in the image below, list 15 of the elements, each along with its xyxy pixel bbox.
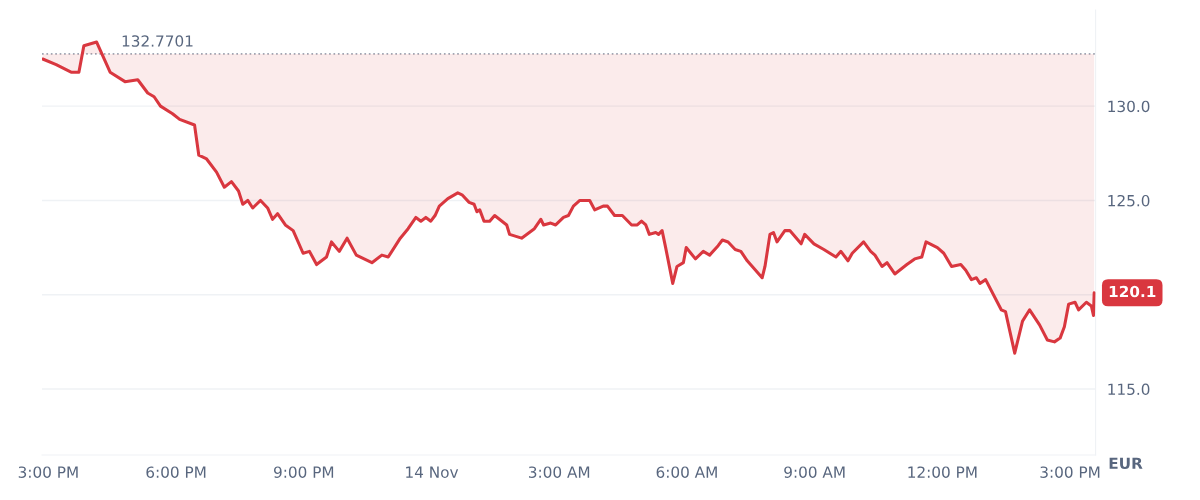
y-tick-label: 125.0 bbox=[1108, 194, 1150, 207]
x-tick-label: 14 Nov bbox=[406, 466, 459, 478]
x-tick-label: 9:00 AM bbox=[784, 466, 845, 478]
x-tick-label: 3:00 PM bbox=[18, 466, 78, 478]
y-tick-label: 130.0 bbox=[1108, 100, 1150, 113]
annotation: 120.1 bbox=[1109, 285, 1156, 298]
y-tick-label: 115.0 bbox=[1108, 383, 1150, 396]
x-tick-label: 6:00 AM bbox=[656, 466, 717, 478]
ref-line-label: 132.7701 bbox=[122, 35, 193, 47]
y-axis-title: EUR bbox=[1109, 457, 1143, 470]
x-tick-label: 6:00 PM bbox=[146, 466, 206, 478]
x-tick-label: 12:00 PM bbox=[908, 466, 977, 478]
x-tick-label: 3:00 PM bbox=[1040, 466, 1100, 478]
x-tick-label: 3:00 AM bbox=[528, 466, 590, 478]
x-tick-label: 9:00 PM bbox=[273, 466, 334, 478]
